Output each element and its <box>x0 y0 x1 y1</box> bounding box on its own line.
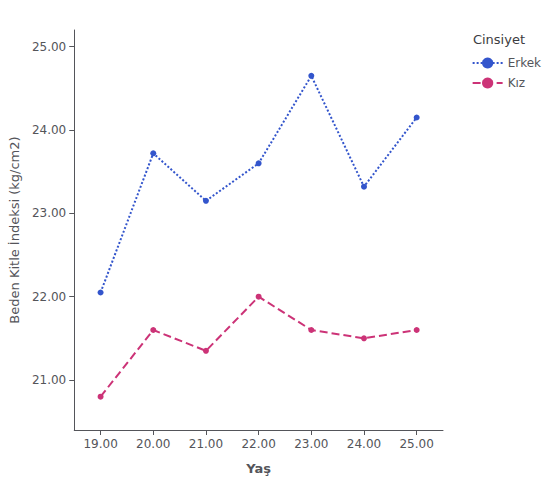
svg-text:21.00: 21.00 <box>32 373 66 387</box>
svg-text:23.00: 23.00 <box>294 437 328 451</box>
svg-text:Yaş: Yaş <box>245 461 271 476</box>
svg-text:Erkek: Erkek <box>508 56 541 70</box>
svg-text:Cinsiyet: Cinsiyet <box>473 32 525 47</box>
svg-text:Kız: Kız <box>508 76 526 90</box>
svg-text:21.00: 21.00 <box>189 437 223 451</box>
svg-text:Beden Kitle İndeksi (kg/cm2): Beden Kitle İndeksi (kg/cm2) <box>7 136 22 323</box>
svg-text:20.00: 20.00 <box>136 437 170 451</box>
svg-text:19.00: 19.00 <box>83 437 117 451</box>
svg-text:22.00: 22.00 <box>32 290 66 304</box>
svg-text:24.00: 24.00 <box>32 123 66 137</box>
svg-text:25.00: 25.00 <box>399 437 433 451</box>
svg-text:24.00: 24.00 <box>347 437 381 451</box>
svg-text:25.00: 25.00 <box>32 40 66 54</box>
svg-text:23.00: 23.00 <box>32 206 66 220</box>
svg-text:22.00: 22.00 <box>241 437 275 451</box>
